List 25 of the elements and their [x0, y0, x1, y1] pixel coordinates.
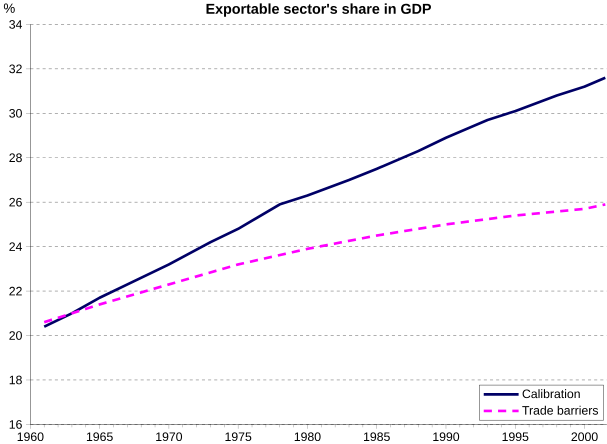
x-tick-label: 1965	[86, 432, 113, 441]
y-tick-label: 20	[9, 330, 22, 340]
y-tick-label: 26	[9, 198, 22, 206]
y-tick-label: 16	[10, 420, 22, 429]
y-tick-label: 24	[9, 242, 22, 251]
y-tick-label: 18	[10, 375, 22, 384]
line-series	[42, 202, 607, 324]
x-tick-label: 1960	[18, 432, 44, 441]
x-tick-label: 1985	[364, 432, 390, 441]
x-tick-label: 2000	[572, 432, 598, 441]
y-tick-label: 34	[9, 20, 22, 29]
x-tick-label: 1970	[156, 432, 182, 441]
y-tick-label: 32	[9, 64, 22, 73]
line-series	[42, 76, 607, 328]
x-tick-label: 1990	[433, 432, 460, 441]
x-tick-label: 1975	[225, 432, 252, 441]
legend-label: Calibration	[522, 388, 580, 398]
legend-label: Trade barriers	[522, 405, 598, 414]
chart-title: Exportable sector's share in GDP	[206, 3, 431, 16]
x-tick-label: 1995	[502, 432, 528, 441]
y-tick-label: 30	[9, 108, 22, 118]
x-tick-label: 1980	[294, 432, 321, 441]
y-tick-label: 28	[9, 153, 22, 162]
y-tick-label: 22	[9, 286, 22, 296]
y-axis-title: %	[4, 3, 15, 13]
